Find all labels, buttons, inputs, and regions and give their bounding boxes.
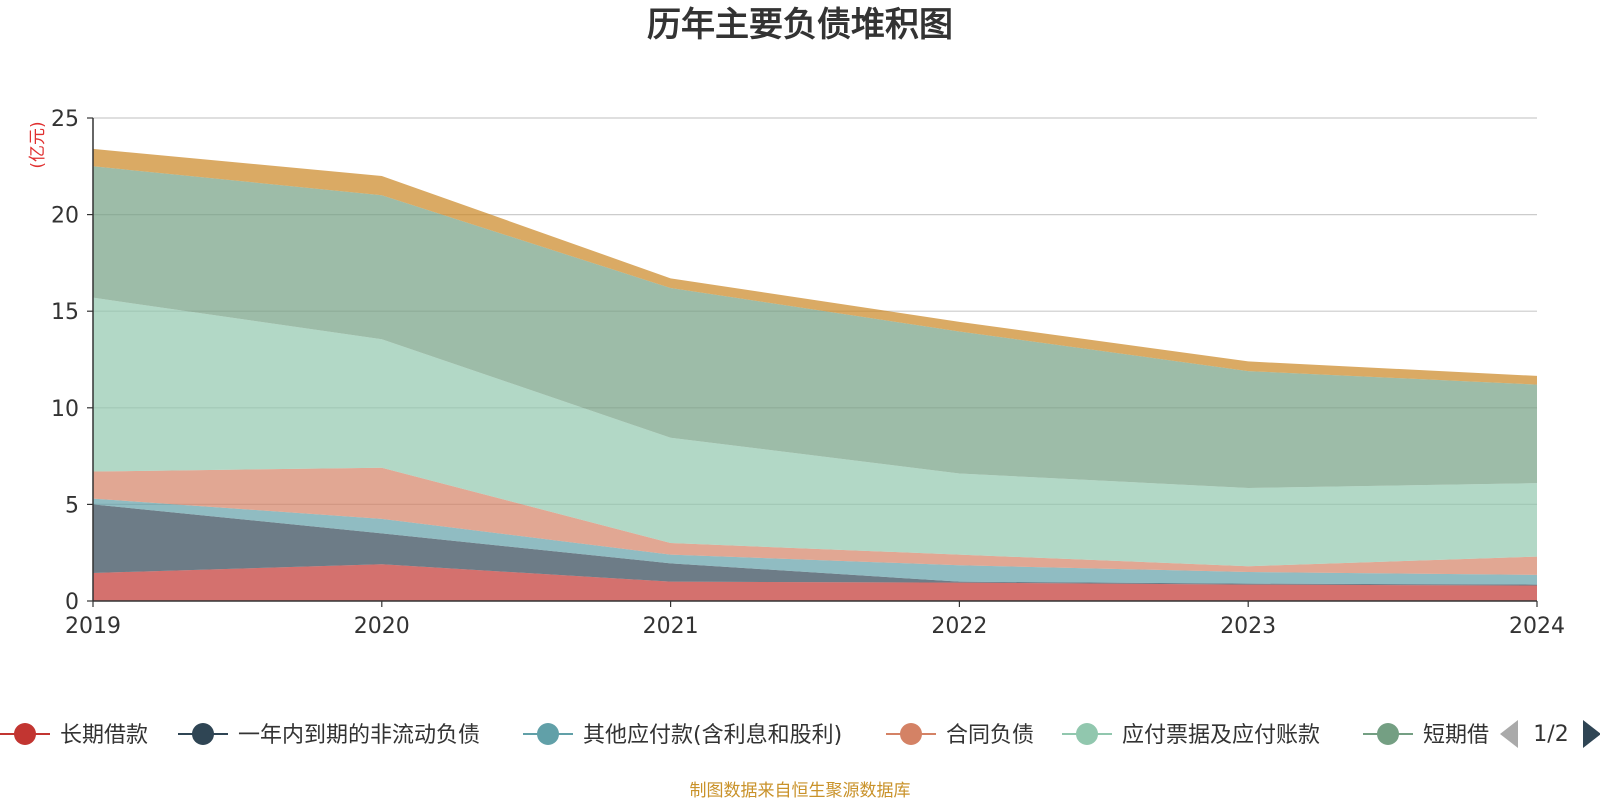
- circle-marker-icon: [192, 723, 214, 745]
- legend-item[interactable]: 应付票据及应付账款: [1062, 723, 1320, 748]
- chart-title: 历年主要负债堆积图: [647, 5, 953, 45]
- legend-label: 应付票据及应付账款: [1122, 723, 1320, 748]
- legend-item[interactable]: 其他应付款(含利息和股利): [523, 723, 842, 748]
- circle-marker-icon: [900, 723, 922, 745]
- legend-label: 一年内到期的非流动负债: [238, 723, 480, 748]
- x-tick-label: 2022: [931, 614, 987, 639]
- triangle-left-icon[interactable]: [1500, 720, 1518, 748]
- x-tick-label: 2023: [1220, 614, 1276, 639]
- legend-pager: 1/2: [1500, 720, 1600, 748]
- legend-label: 短期借: [1423, 723, 1489, 748]
- legend-label: 合同负债: [946, 723, 1034, 748]
- legend-label: 其他应付款(含利息和股利): [583, 723, 842, 748]
- x-tick-label: 2020: [354, 614, 410, 639]
- x-tick-label: 2019: [65, 614, 121, 639]
- legend-item[interactable]: 短期借: [1363, 723, 1489, 748]
- circle-marker-icon: [1377, 723, 1399, 745]
- y-tick-label: 15: [51, 300, 79, 325]
- y-tick-label: 20: [51, 204, 79, 229]
- area-series-6: [93, 166, 1537, 488]
- legend-item[interactable]: 一年内到期的非流动负债: [178, 723, 480, 748]
- x-tick-label: 2024: [1509, 614, 1565, 639]
- y-tick-label: 5: [65, 493, 79, 518]
- circle-marker-icon: [14, 723, 36, 745]
- y-axis-unit: (亿元): [28, 121, 48, 168]
- area-series: [93, 148, 1537, 601]
- legend-item[interactable]: 合同负债: [886, 723, 1034, 748]
- x-tick-label: 2021: [643, 614, 699, 639]
- circle-marker-icon: [537, 723, 559, 745]
- axes: [92, 118, 1537, 602]
- area-series-5: [93, 297, 1537, 567]
- area-series-2: [93, 504, 1537, 586]
- legend-item[interactable]: 长期借款: [0, 723, 148, 748]
- legend: 长期借款 一年内到期的非流动负债 其他应付款(含利息和股利) 合同负债 应付票据及应付账…: [0, 723, 1489, 748]
- area-series-7: [93, 148, 1537, 385]
- y-tick-label: 0: [65, 590, 79, 615]
- y-axis-ticks: 0 5 10 15 20 25: [51, 107, 93, 615]
- triangle-right-icon[interactable]: [1583, 720, 1600, 748]
- x-axis-ticks: 2019 2020 2021 2022 2023 2024: [65, 601, 1565, 639]
- y-tick-label: 10: [51, 397, 79, 422]
- area-series-3: [93, 498, 1537, 585]
- area-series-4: [93, 467, 1537, 575]
- source-note: 制图数据来自恒生聚源数据库: [690, 781, 911, 800]
- circle-marker-icon: [1076, 723, 1098, 745]
- legend-page-indicator: 1/2: [1533, 722, 1568, 747]
- area-series-1: [93, 564, 1537, 601]
- y-tick-label: 25: [51, 107, 79, 132]
- legend-label: 长期借款: [60, 723, 148, 748]
